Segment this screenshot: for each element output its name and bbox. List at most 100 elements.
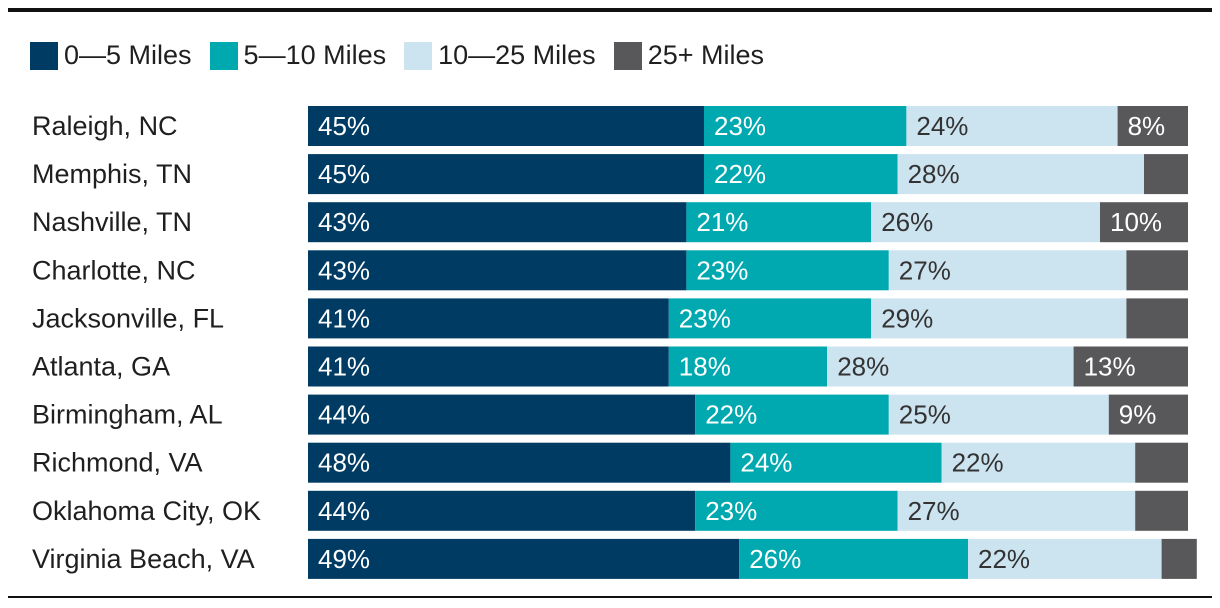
legend-label: 25+ Miles <box>647 40 764 70</box>
bar-segment <box>888 394 1109 435</box>
legend-item: 10—25 Miles <box>404 40 596 71</box>
category-label: Atlanta, GA <box>32 352 170 382</box>
category-label: Charlotte, NC <box>32 255 196 285</box>
bar-segment <box>1100 202 1188 243</box>
data-label: 23% <box>696 255 748 285</box>
bar-segment <box>968 538 1162 579</box>
bar-segment <box>308 250 687 291</box>
data-label: 22% <box>952 448 1004 478</box>
data-label: 28% <box>837 352 889 382</box>
legend-label: 5—10 Miles <box>243 40 387 70</box>
legend-swatch <box>209 41 238 70</box>
data-label: 25% <box>899 400 951 430</box>
data-label: 8% <box>1128 111 1166 141</box>
data-label: 22% <box>714 159 766 189</box>
legend-swatch <box>404 41 433 70</box>
bar-segment <box>308 394 696 435</box>
data-label: 23% <box>705 496 757 526</box>
bar-segment <box>308 202 687 243</box>
data-label: 18% <box>679 352 731 382</box>
legend-item: 0—5 Miles <box>30 40 192 71</box>
legend-item: 5—10 Miles <box>209 40 387 71</box>
bar-segment <box>1135 490 1188 531</box>
bar-segment <box>730 442 942 483</box>
bar-segment <box>888 250 1127 291</box>
data-label: 27% <box>899 255 951 285</box>
data-label: 43% <box>318 255 370 285</box>
bar-segment <box>1073 346 1188 387</box>
bar-segment <box>1117 106 1188 146</box>
bar-segment <box>668 346 828 387</box>
bar-segment <box>871 298 1127 339</box>
category-label: Richmond, VA <box>32 448 203 478</box>
bottom-rule <box>8 596 1212 598</box>
data-label: 44% <box>318 496 370 526</box>
data-label: 29% <box>881 303 933 333</box>
bar-segment <box>739 538 968 579</box>
data-label: 22% <box>978 544 1030 574</box>
data-label: 13% <box>1084 352 1136 382</box>
legend-swatch <box>30 41 58 70</box>
bar-segment <box>686 250 889 291</box>
bar-segment <box>897 490 1136 531</box>
category-label: Memphis, TN <box>32 159 192 189</box>
legend-label: 10—25 Miles <box>438 40 596 70</box>
data-label: 45% <box>318 111 370 141</box>
category-label: Nashville, TN <box>32 207 192 237</box>
bar-segment <box>308 298 669 339</box>
bar-segment <box>704 154 898 195</box>
legend-label: 0—5 Miles <box>64 40 192 70</box>
data-label: 41% <box>318 352 370 382</box>
data-label: 44% <box>318 400 370 430</box>
bar-segment <box>1161 538 1197 579</box>
bar-segment <box>1144 154 1188 195</box>
bar-segment <box>897 154 1144 195</box>
data-label: 22% <box>705 400 757 430</box>
data-label: 24% <box>916 111 968 141</box>
legend: 0—5 Miles 5—10 Miles 10—25 Miles 25+ Miles <box>30 40 764 71</box>
bar-segment <box>308 442 731 483</box>
data-label: 10% <box>1110 207 1162 237</box>
category-label: Jacksonville, FL <box>32 303 224 333</box>
category-label: Raleigh, NC <box>32 111 178 141</box>
bar-segment <box>871 202 1100 243</box>
data-label: 27% <box>908 496 960 526</box>
data-label: 21% <box>696 207 748 237</box>
bar-segment <box>704 106 907 146</box>
data-label: 26% <box>881 207 933 237</box>
data-label: 23% <box>714 111 766 141</box>
data-label: 26% <box>749 544 801 574</box>
bar-segment <box>308 154 704 195</box>
category-label: Birmingham, AL <box>32 400 223 430</box>
bar-segment <box>695 394 889 435</box>
bar-segment <box>695 490 898 531</box>
bar-segment <box>308 490 696 531</box>
bar-segment <box>1126 298 1188 339</box>
bar-segment <box>1135 442 1188 483</box>
bar-segment <box>308 106 704 146</box>
bar-segment <box>906 106 1118 146</box>
top-rule <box>8 8 1212 12</box>
legend-swatch <box>613 41 642 70</box>
data-label: 24% <box>740 448 792 478</box>
data-label: 49% <box>318 544 370 574</box>
data-label: 45% <box>318 159 370 189</box>
bar-segment <box>941 442 1136 483</box>
legend-item: 25+ Miles <box>613 40 764 71</box>
bar-segment <box>827 346 1074 387</box>
data-label: 48% <box>318 448 370 478</box>
data-label: 41% <box>318 303 370 333</box>
bar-segment <box>308 346 669 387</box>
bar-segment <box>1126 250 1188 291</box>
bar-segment <box>1108 394 1188 435</box>
category-label: Oklahoma City, OK <box>32 496 261 526</box>
data-label: 43% <box>318 207 370 237</box>
bar-segment <box>686 202 872 243</box>
data-label: 9% <box>1119 400 1157 430</box>
bar-segment <box>308 538 740 579</box>
data-label: 23% <box>679 303 731 333</box>
bar-segment <box>668 298 872 339</box>
data-label: 28% <box>908 159 960 189</box>
category-label: Virginia Beach, VA <box>32 544 255 574</box>
